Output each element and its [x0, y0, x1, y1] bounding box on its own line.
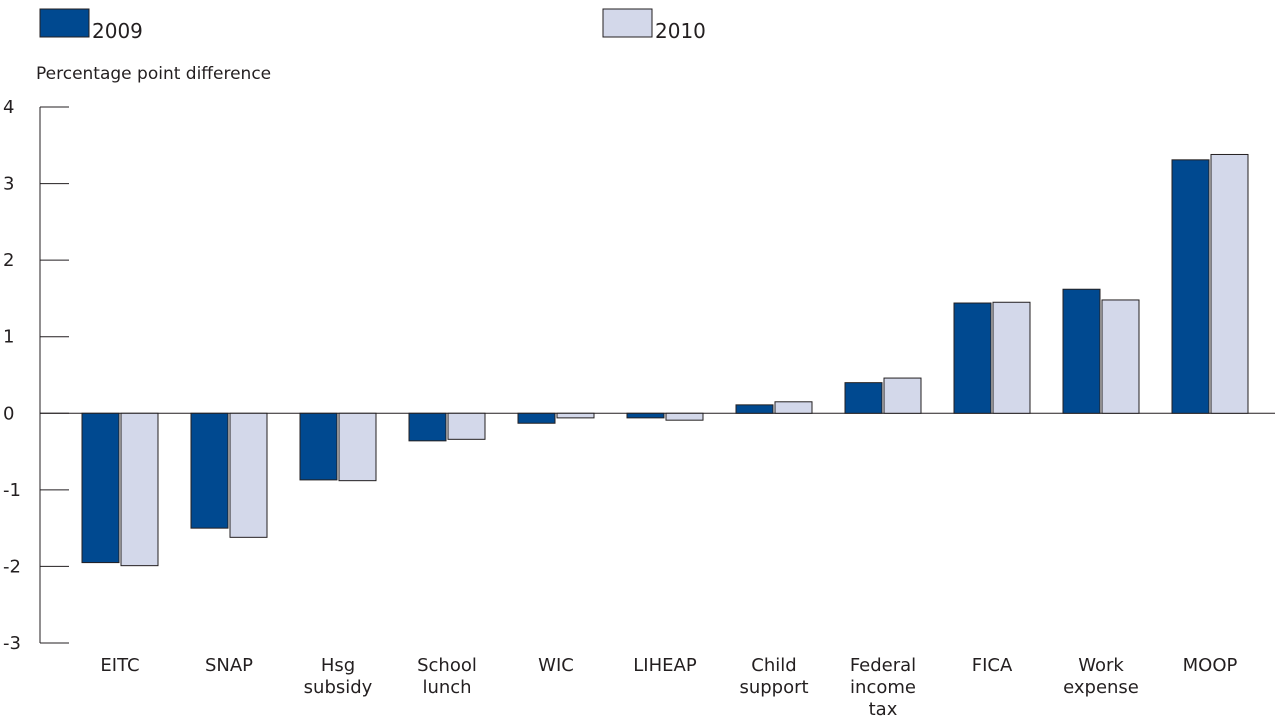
y-tick-label: -1	[3, 480, 21, 501]
legend-swatch-2010	[602, 8, 653, 38]
bar-2009	[953, 302, 992, 414]
x-tick-label-line: expense	[1063, 677, 1139, 698]
bar-2009	[1062, 288, 1101, 414]
bars	[81, 153, 1249, 567]
x-tick-label-line: School	[417, 655, 477, 676]
x-tick-label: WIC	[538, 655, 574, 676]
bar-2010	[1210, 153, 1249, 414]
x-tick-label: Work expense	[1063, 655, 1139, 698]
x-tick-label-line: subsidy	[304, 677, 373, 698]
bar-2009	[299, 412, 338, 481]
x-tick-label: SNAP	[205, 655, 253, 676]
x-tick-label-line: support	[739, 677, 808, 698]
x-tick-label: Hsg subsidy	[304, 655, 373, 698]
bar-2010	[120, 412, 159, 567]
bar-2010	[338, 412, 377, 482]
x-tick-label-line: tax	[869, 699, 898, 720]
bar-2010	[229, 412, 268, 538]
x-tick-label-line: SNAP	[205, 655, 253, 676]
y-tick-label: 4	[3, 97, 14, 118]
y-tick-label: -2	[3, 556, 21, 577]
legend-label-2009: 2009	[92, 19, 143, 43]
x-tick-label-line: LIHEAP	[633, 655, 697, 676]
x-tick-label: Federal income tax	[850, 655, 916, 720]
x-tick-label-line: WIC	[538, 655, 574, 676]
bar-2009	[190, 412, 229, 529]
x-tick-label-line: income	[850, 677, 916, 698]
bar-2009	[517, 412, 556, 424]
x-axis-labels: EITC SNAP Hsg subsidy School lunch WIC LIHEAP Ch…	[100, 655, 1237, 720]
x-tick-label: Child support	[739, 655, 808, 698]
bar-2009	[735, 404, 774, 414]
x-tick-label: EITC	[100, 655, 139, 676]
y-tick-label: -3	[3, 633, 21, 654]
bar-2009	[1171, 159, 1210, 414]
x-tick-label-line: FICA	[972, 655, 1013, 676]
bar-2010	[883, 377, 922, 414]
y-axis-label: Percentage point difference	[36, 64, 271, 84]
x-tick-label: FICA	[972, 655, 1013, 676]
x-tick-label-line: Work	[1078, 655, 1124, 676]
x-tick-label-line: Hsg	[321, 655, 355, 676]
legend-label-2010: 2010	[655, 19, 706, 43]
y-tick-label: 1	[3, 327, 14, 348]
y-tick-label: 3	[3, 174, 14, 195]
bar-2010	[447, 412, 486, 440]
bar-2010	[556, 412, 595, 419]
y-tick-label: 0	[3, 403, 14, 424]
bar-2009	[626, 412, 665, 419]
x-tick-label-line: EITC	[100, 655, 139, 676]
x-tick-label: School lunch	[417, 655, 477, 698]
bar-2009	[844, 382, 883, 414]
bar-2010	[774, 401, 813, 414]
bar-2009	[408, 412, 447, 442]
legend-swatch-2009	[39, 8, 90, 38]
bar-2010	[992, 301, 1031, 414]
x-tick-label: LIHEAP	[633, 655, 697, 676]
x-tick-label-line: Federal	[850, 655, 916, 676]
x-tick-label: MOOP	[1183, 655, 1238, 676]
y-tick-label: 2	[3, 250, 14, 271]
bar-2009	[81, 412, 120, 564]
legend: 2009 2010	[39, 8, 706, 43]
bar-2010	[1101, 299, 1140, 414]
x-tick-label-line: lunch	[422, 677, 471, 698]
x-tick-label-line: MOOP	[1183, 655, 1238, 676]
x-tick-label-line: Child	[751, 655, 796, 676]
bar-2010	[665, 412, 704, 421]
